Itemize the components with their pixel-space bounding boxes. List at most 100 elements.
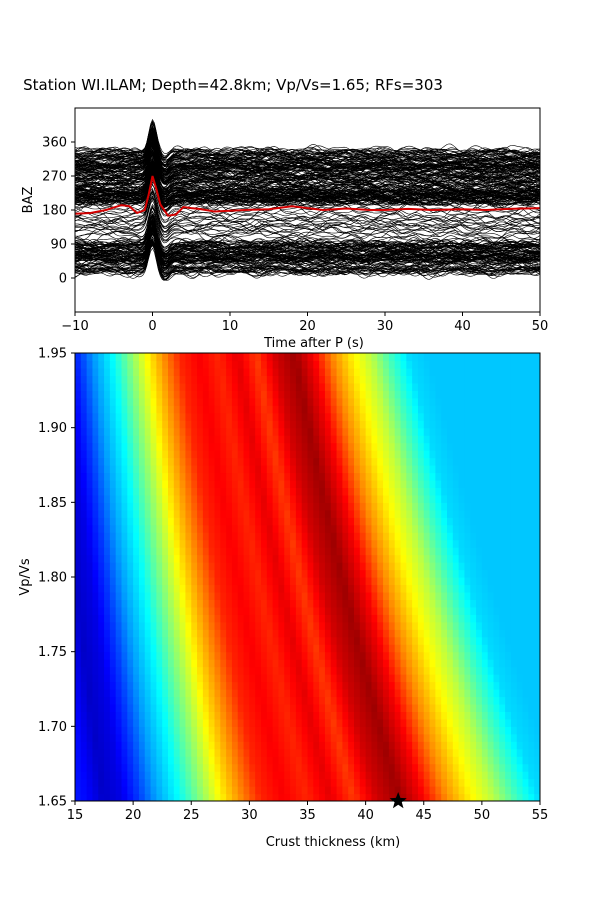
heatmap-cell [261, 741, 268, 750]
heatmap-cell [168, 502, 175, 511]
heatmap-cell [92, 569, 99, 578]
heatmap-cell [226, 636, 233, 645]
heatmap-cell [388, 614, 396, 623]
heatmap-cell [476, 763, 483, 772]
heatmap-cell [412, 562, 419, 571]
heatmap-cell [156, 748, 163, 757]
heatmap-cell [162, 599, 169, 608]
heatmap-cell [429, 435, 436, 444]
heatmap-cell [185, 547, 192, 556]
heatmap-cell [365, 666, 373, 675]
heatmap-cell [226, 681, 233, 690]
heatmap-cell [226, 621, 233, 630]
heatmap-cell [127, 382, 134, 391]
heatmap-cell [185, 651, 192, 660]
heatmap-cell [452, 696, 460, 705]
heatmap-cell [371, 479, 378, 488]
heatmap-cell [109, 524, 117, 533]
heatmap-cell [528, 479, 535, 488]
heatmap-cell [464, 786, 471, 795]
heatmap-cell [336, 621, 343, 630]
heatmap-cell [365, 793, 373, 801]
heatmap-cell [313, 644, 320, 653]
heatmap-cell [202, 427, 210, 436]
heatmap-cell [400, 465, 407, 474]
heatmap-cell [220, 718, 227, 727]
heatmap-cell [470, 502, 477, 511]
heatmap-cell [365, 539, 373, 548]
heatmap-cell [156, 487, 163, 496]
heatmap-cell [133, 360, 140, 369]
heatmap-cell [261, 539, 268, 548]
heatmap-cell [441, 375, 448, 384]
heatmap-cell [359, 405, 367, 414]
heatmap-cell [406, 756, 413, 765]
heatmap-cell [80, 465, 88, 474]
heatmap-cell [388, 681, 396, 690]
heatmap-cell [534, 472, 540, 481]
heatmap-cell [388, 599, 396, 608]
heatmap-cell [109, 367, 117, 376]
heatmap-cell [231, 427, 239, 436]
heatmap-cell [133, 778, 140, 787]
heatmap-cell [115, 599, 123, 608]
heatmap-cell [452, 659, 460, 668]
heatmap-cell [458, 599, 466, 608]
rf-trace [75, 199, 540, 238]
heatmap-cell [406, 502, 413, 511]
heatmap-cell [354, 539, 361, 548]
heatmap-cell [324, 681, 332, 690]
heatmap-cell [109, 509, 117, 518]
heatmap-cell [98, 703, 105, 712]
heatmap-cell [290, 465, 297, 474]
heatmap-cell [510, 756, 518, 765]
heatmap-cell [278, 696, 285, 705]
heatmap-cell [301, 689, 309, 698]
heatmap-cell [505, 644, 512, 653]
heatmap-cell [104, 360, 111, 369]
heatmap-cell [481, 629, 489, 638]
heatmap-cell [481, 591, 489, 600]
heatmap-cell [493, 636, 500, 645]
heatmap-cell [295, 367, 303, 376]
heatmap-cell [441, 420, 448, 429]
heatmap-cell [371, 457, 378, 466]
heatmap-cell [377, 420, 384, 429]
heatmap-cell [231, 651, 239, 660]
heatmap-cell [243, 442, 250, 451]
heatmap-cell [179, 606, 187, 615]
heatmap-cell [371, 689, 378, 698]
heatmap-cell [202, 450, 210, 459]
heatmap-cell [394, 703, 402, 712]
heatmap-cell [435, 562, 442, 571]
heatmap-cell [261, 689, 268, 698]
heatmap-cell [266, 696, 274, 705]
heatmap-cell [441, 636, 448, 645]
heatmap-cell [179, 554, 187, 563]
heatmap-cell [162, 465, 169, 474]
heatmap-cell [272, 532, 280, 541]
heatmap-cell [412, 494, 419, 503]
heatmap-cell [319, 786, 326, 795]
heatmap-cell [505, 577, 512, 586]
heatmap-cell [371, 786, 378, 795]
heatmap-cell [295, 703, 303, 712]
heatmap-cell [115, 427, 123, 436]
heatmap-cell [324, 636, 332, 645]
heatmap-cell [150, 584, 157, 593]
heatmap-cell [226, 748, 233, 757]
heatmap-cell [470, 397, 477, 406]
heatmap-cell [138, 629, 146, 638]
heatmap-cell [481, 748, 489, 757]
heatmap-cell [371, 733, 378, 742]
heatmap-cell [441, 509, 448, 518]
heatmap-cell [359, 412, 367, 421]
heatmap-cell [115, 748, 123, 757]
heatmap-cell [226, 375, 233, 384]
heatmap-cell [441, 397, 448, 406]
heatmap-cell [284, 748, 291, 757]
heatmap-cell [301, 465, 309, 474]
heatmap-cell [104, 696, 111, 705]
heatmap-cell [429, 554, 436, 563]
heatmap-cell [133, 621, 140, 630]
